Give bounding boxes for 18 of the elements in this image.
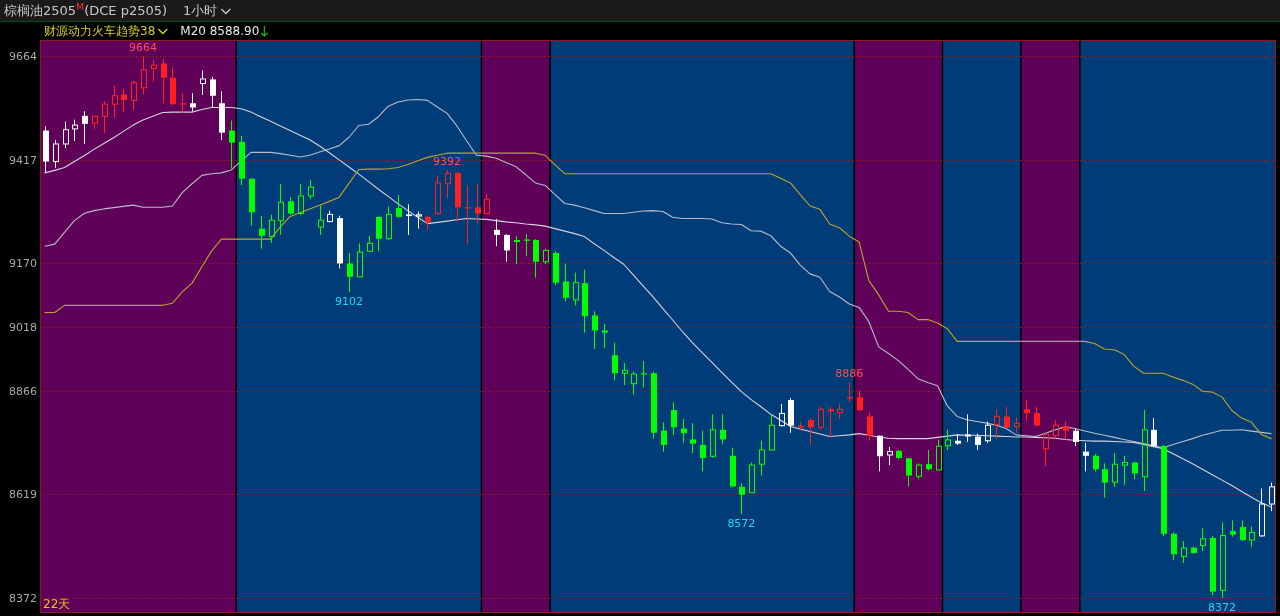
- annotation: 8372: [1208, 600, 1237, 614]
- y-tick-label: 8866: [9, 384, 37, 398]
- y-tick-label: 9417: [9, 153, 37, 167]
- y-tick-label: 9664: [9, 50, 37, 64]
- annotation: M20 8588.90: [180, 24, 260, 38]
- annotation: 9664: [129, 41, 157, 55]
- title: 棕榈油2505$^{M}$(DCE p2505): [4, 0, 168, 18]
- subtitle: 1小时: [183, 3, 218, 18]
- annotation: 财源动力火车趋势38: [44, 24, 156, 38]
- y-tick-label: 9018: [9, 321, 37, 335]
- annotation: 8886: [835, 367, 864, 381]
- y-tick-label: 8619: [9, 488, 37, 502]
- annotation: 9102: [335, 294, 363, 308]
- annotation: 9392: [433, 155, 462, 169]
- annotation: 8572: [727, 517, 756, 531]
- y-tick-label: 9170: [9, 257, 37, 271]
- y-tick-label: 8372: [9, 591, 37, 605]
- annotation: 22天: [43, 597, 71, 611]
